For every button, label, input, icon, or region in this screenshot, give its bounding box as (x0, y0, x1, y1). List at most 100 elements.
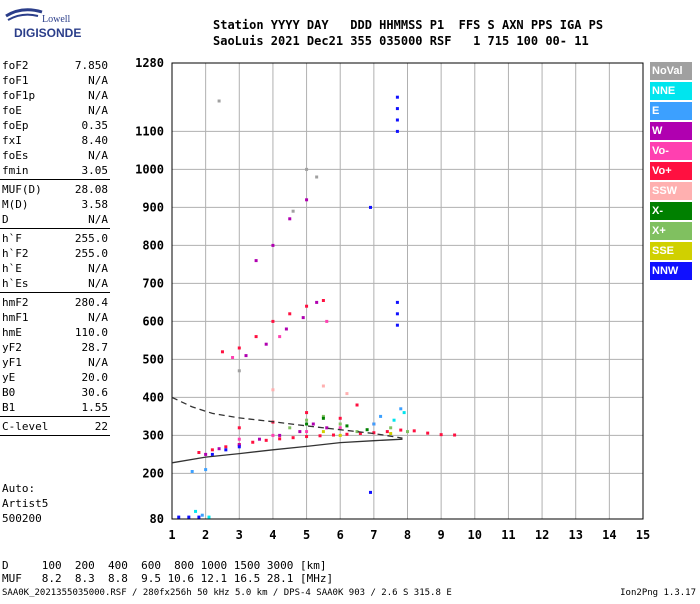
data-point (291, 209, 295, 213)
param-row: hmF2 280.4 (0, 295, 110, 310)
x-tick-label: 15 (636, 528, 650, 542)
data-point (237, 369, 241, 373)
param-name: h`E (2, 262, 22, 275)
x-tick-label: 13 (568, 528, 582, 542)
logo-line2: DIGISONDE (14, 26, 82, 40)
data-point (244, 354, 248, 358)
data-point (190, 470, 194, 473)
data-point (288, 312, 292, 316)
profile-trace-dashed (171, 396, 403, 439)
param-value: N/A (88, 104, 108, 117)
param-row: foF1 N/A (0, 73, 110, 88)
x-tick-label: 3 (236, 528, 243, 542)
y-tick-label: 600 (142, 314, 164, 328)
plot-frame (171, 62, 644, 520)
param-name: foF2 (2, 59, 29, 72)
data-point (395, 107, 399, 111)
data-point (355, 403, 359, 407)
data-point (197, 451, 201, 454)
param-value: 255.0 (74, 232, 108, 245)
param-name: yF1 (2, 356, 22, 369)
data-point (338, 422, 342, 426)
param-value: N/A (88, 262, 108, 275)
param-value: 22 (94, 420, 108, 433)
param-row: MUF(D) 28.08 (0, 182, 110, 197)
param-row: fmin 3.05 (0, 163, 110, 178)
param-value: 3.58 (81, 198, 109, 211)
param-value: 20.0 (81, 371, 109, 384)
param-row: B0 30.6 (0, 385, 110, 400)
data-point (315, 300, 319, 304)
data-point (278, 437, 282, 441)
param-name: h`F2 (2, 247, 29, 260)
data-point (288, 426, 292, 430)
legend-item-sse: SSE (650, 242, 692, 260)
x-tick-label: 12 (535, 528, 549, 542)
data-point (217, 99, 221, 103)
data-point (453, 433, 457, 437)
data-point (217, 447, 221, 451)
param-name: h`F (2, 232, 22, 245)
param-value: 30.6 (81, 386, 109, 399)
data-point (395, 312, 399, 316)
param-divider (0, 416, 110, 417)
x-tick-label: 1 (168, 528, 175, 542)
param-row: hmF1 N/A (0, 310, 110, 325)
param-row: D N/A (0, 212, 110, 227)
data-point (271, 319, 275, 323)
param-value: 280.4 (74, 296, 108, 309)
data-point (399, 428, 403, 432)
param-name: B0 (2, 386, 16, 399)
param-name: hmE (2, 326, 22, 339)
data-point (305, 422, 309, 426)
param-name: fmin (2, 164, 29, 177)
data-point (402, 411, 406, 415)
param-value: N/A (88, 213, 108, 226)
muf-row: MUF 8.2 8.3 8.8 9.5 10.6 12.1 16.5 28.1 … (2, 572, 334, 585)
autoscaling-info: Auto: Artist5 500200 (2, 481, 48, 526)
data-point (355, 430, 359, 434)
param-value: N/A (88, 149, 108, 162)
param-row: yF2 28.7 (0, 340, 110, 355)
param-value: 255.0 (74, 247, 108, 260)
param-name: yE (2, 371, 16, 384)
data-point (368, 490, 372, 494)
data-point (224, 448, 228, 452)
logo-swoosh-icon (5, 8, 43, 21)
data-point (210, 452, 214, 456)
param-name: MUF(D) (2, 183, 42, 196)
data-point (278, 335, 282, 339)
data-point (271, 433, 275, 437)
param-name: hmF1 (2, 311, 29, 324)
data-point (231, 356, 235, 359)
x-tick-label: 7 (370, 528, 377, 542)
data-point (372, 431, 376, 435)
version-label: Ion2Png 1.3.17 (620, 588, 696, 598)
x-tick-label: 11 (501, 528, 515, 542)
auto-label: Auto: (2, 482, 36, 495)
y-tick-label: 500 (142, 352, 164, 366)
station-header: Station YYYY DAY DDD HHMMSS P1 FFS S AXN… (213, 17, 603, 49)
param-row: M(D) 3.58 (0, 197, 110, 212)
data-point (257, 437, 261, 441)
param-divider (0, 228, 110, 229)
data-point (321, 384, 325, 388)
data-point (379, 414, 383, 418)
polarization-legend: NoVal NNE E W Vo- Vo+ SSW X- X+ SSE NNW (650, 62, 692, 282)
param-divider (0, 435, 110, 436)
legend-item-x: X+ (650, 222, 692, 240)
param-row: yE 20.0 (0, 370, 110, 385)
data-point (237, 443, 241, 447)
data-point (395, 118, 399, 122)
legend-item-x: X- (650, 202, 692, 220)
data-point (358, 432, 362, 435)
data-point (305, 198, 309, 202)
data-point (389, 426, 393, 430)
data-point (271, 243, 275, 247)
data-point (372, 422, 376, 426)
data-point (187, 515, 191, 519)
data-point (325, 319, 329, 323)
data-point (321, 299, 325, 302)
data-point (331, 433, 335, 437)
data-point (321, 414, 325, 418)
